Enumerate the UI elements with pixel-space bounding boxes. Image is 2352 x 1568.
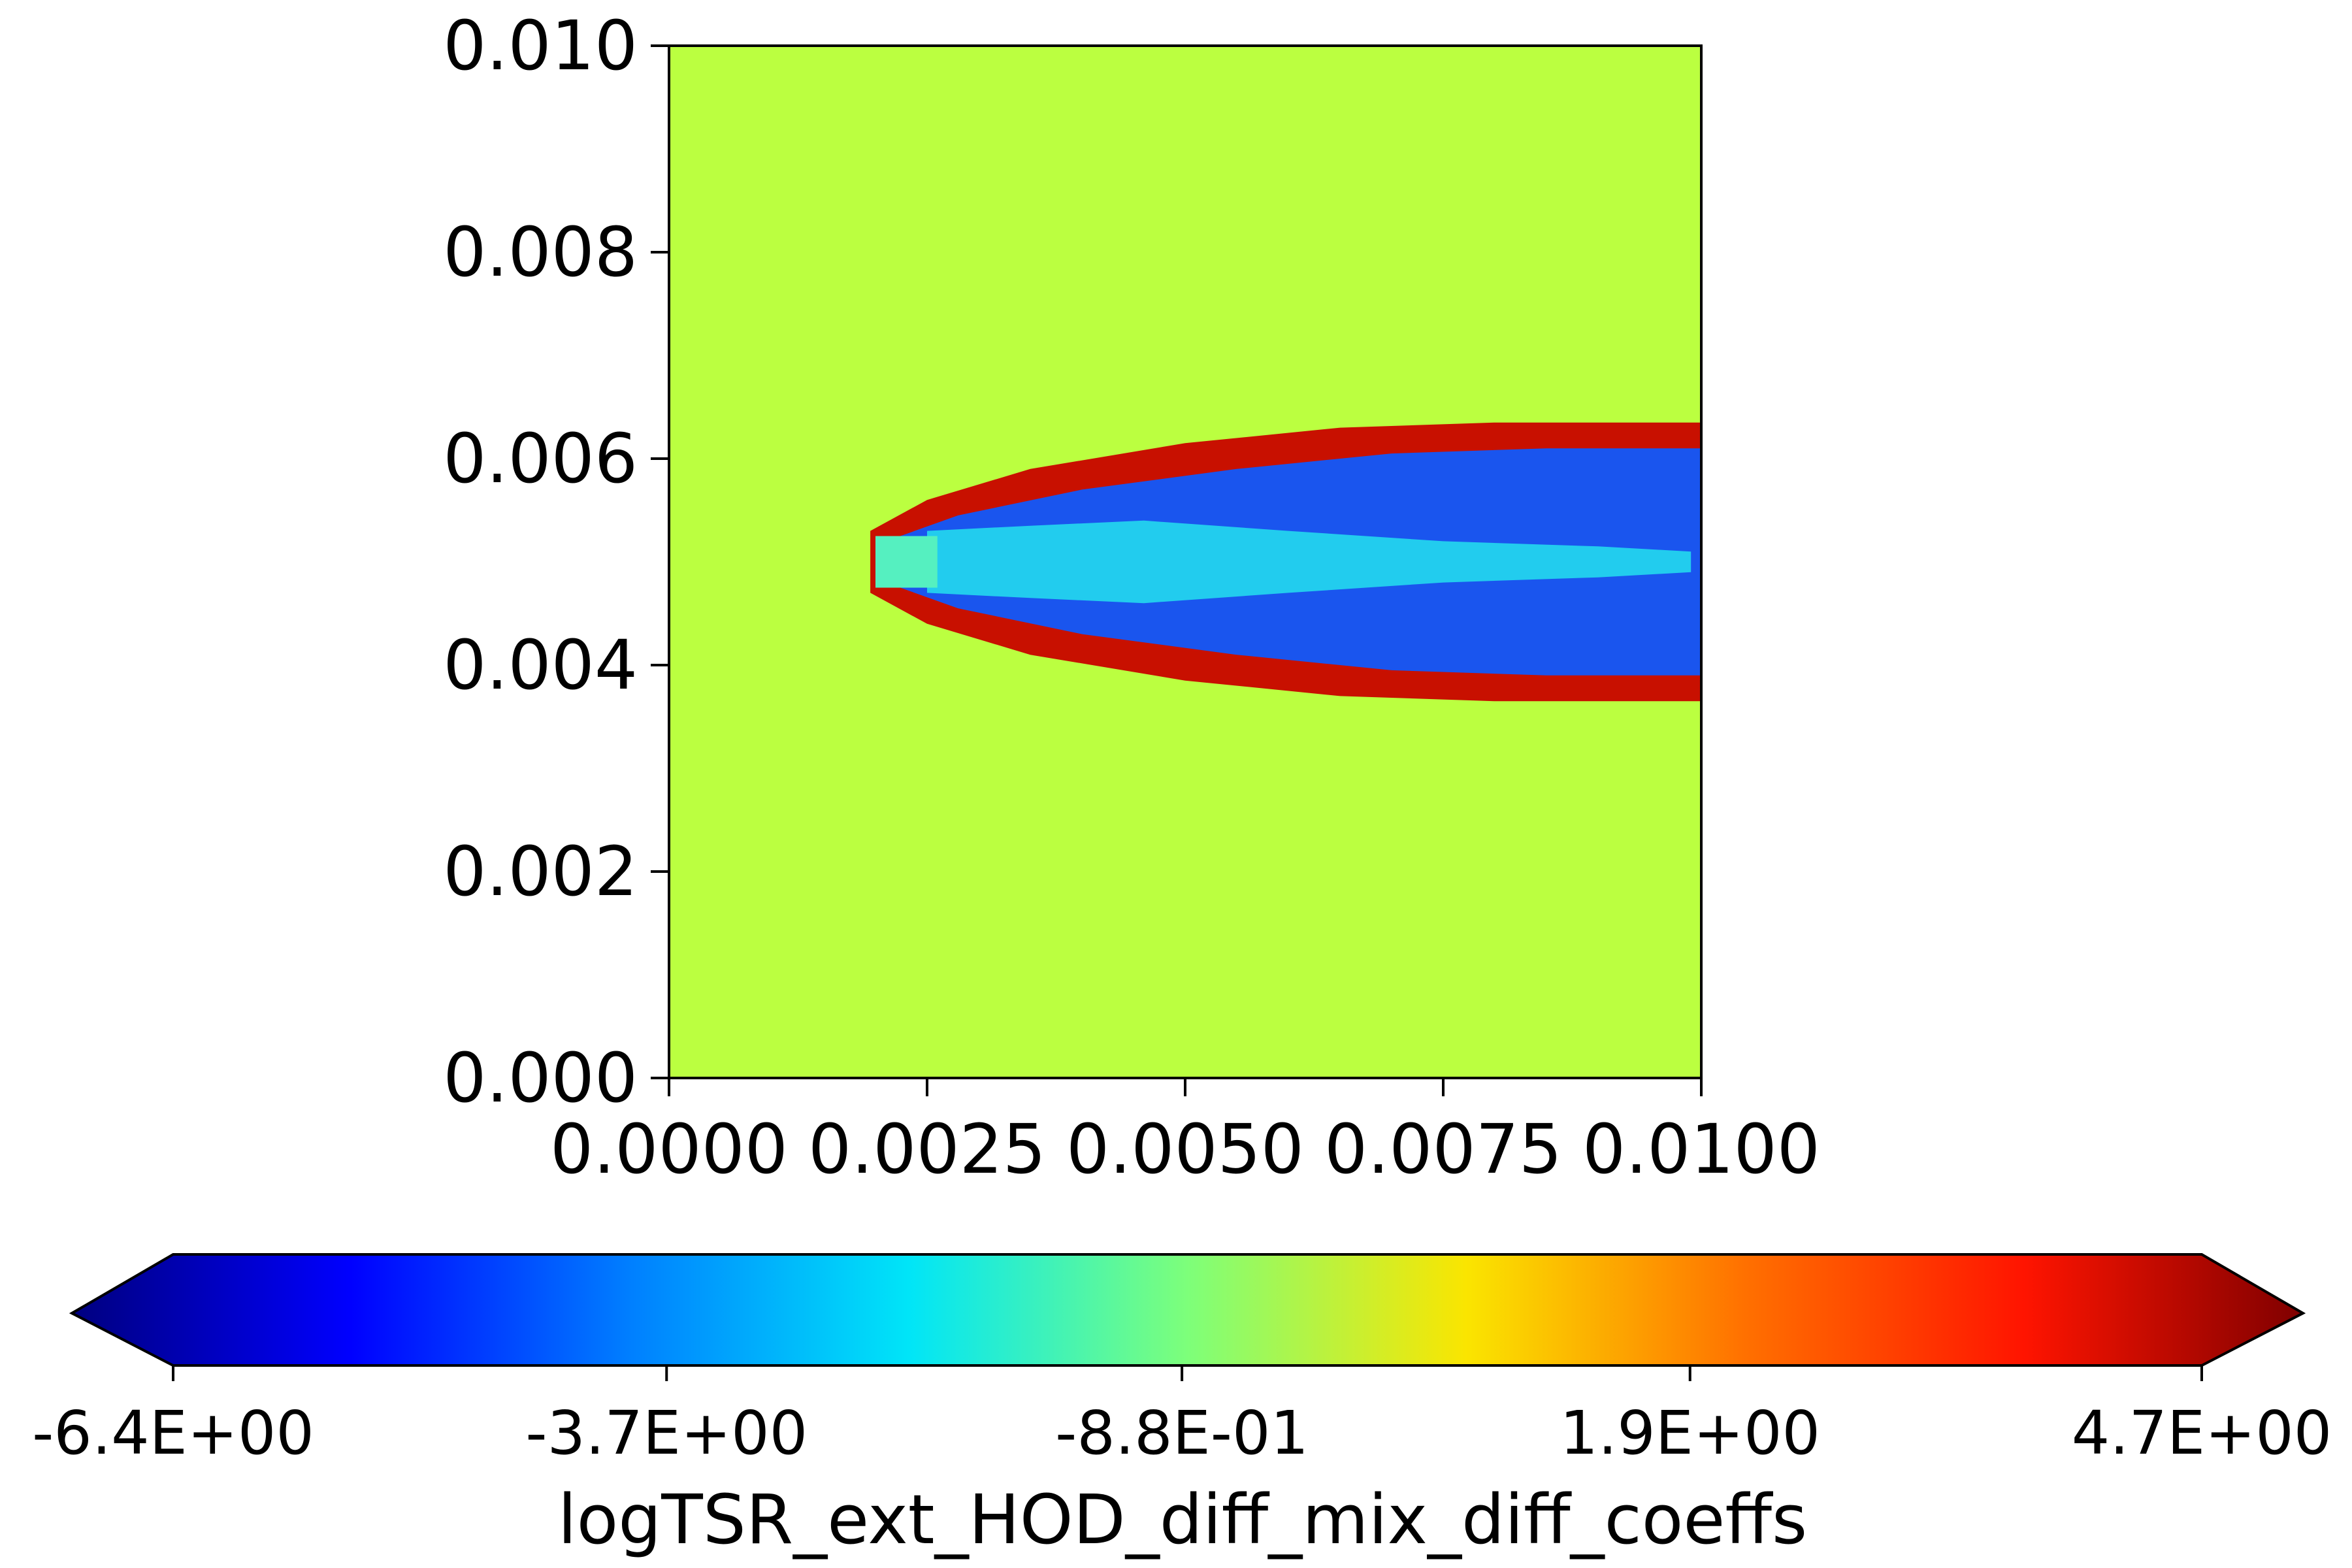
region-nozzle (875, 536, 938, 588)
colorbar-tick-label: -3.7E+00 (525, 1398, 808, 1468)
x-tick-label: 0.0025 (808, 1109, 1046, 1189)
colorbar: -6.4E+00 -3.7E+00 -8.8E-01 1.9E+00 4.7E+00 l… (32, 1253, 2332, 1560)
colorbar-tick-label: 1.9E+00 (1560, 1398, 1820, 1468)
x-tick-label: 0.0100 (1582, 1109, 1820, 1189)
colorbar-tick-label: -6.4E+00 (32, 1398, 314, 1468)
x-tick-label: 0.0050 (1066, 1109, 1304, 1189)
x-tick-label: 0.0000 (550, 1109, 788, 1189)
colorbar-label: logTSR_ext_HOD_diff_mix_diff_coeffs (558, 1480, 1807, 1560)
y-tick-label: 0.000 (443, 1038, 638, 1118)
region-potential-core (927, 520, 1691, 604)
colorbar-ticks: -6.4E+00 -3.7E+00 -8.8E-01 1.9E+00 4.7E+00 (32, 1365, 2332, 1468)
y-tick-label: 0.006 (443, 419, 638, 498)
y-tick-label: 0.002 (443, 832, 638, 911)
plot-area (668, 44, 1703, 1079)
colorbar-tick-label: -8.8E-01 (1055, 1398, 1309, 1468)
y-tick-label: 0.004 (443, 625, 638, 705)
y-tick-label: 0.010 (443, 6, 638, 86)
x-axis: 0.0000 0.0025 0.0050 0.0075 0.0100 (550, 1078, 1820, 1189)
x-tick-label: 0.0075 (1324, 1109, 1562, 1189)
colorbar-gradient (69, 1253, 2306, 1367)
colorbar-tick-label: 4.7E+00 (2072, 1398, 2332, 1468)
y-axis: 0.000 0.002 0.004 0.006 0.008 0.010 (443, 6, 669, 1118)
heatmap-field (870, 422, 1701, 702)
y-tick-label: 0.008 (443, 212, 638, 292)
